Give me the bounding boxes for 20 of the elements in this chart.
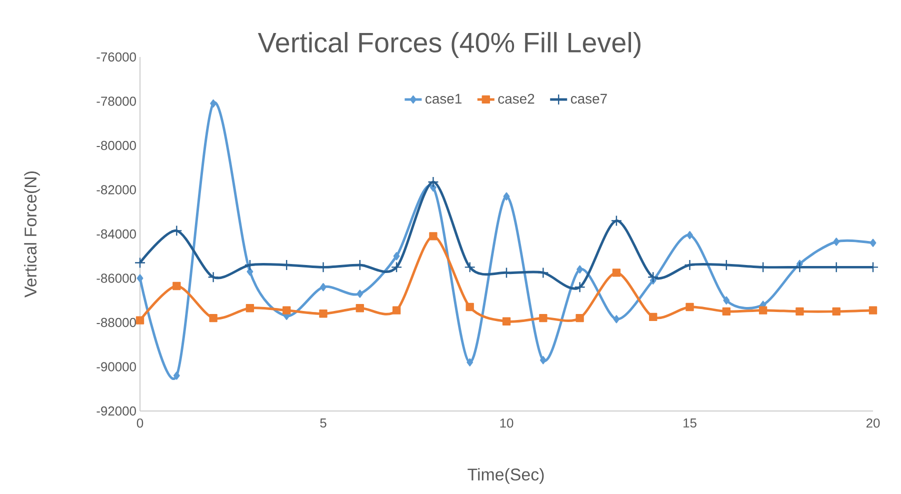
y-tick-label: -88000 <box>96 318 136 328</box>
chart-title: Vertical Forces (40% Fill Level) <box>258 32 640 58</box>
y-tick-label: -82000 <box>96 185 136 194</box>
y-tick-label: -90000 <box>96 362 136 372</box>
legend-label: case7 <box>570 94 607 104</box>
x-tick-label: 15 <box>684 418 696 428</box>
y-axis-title: Vertical Force(N) <box>24 172 40 298</box>
y-tick-label: -84000 <box>96 229 136 239</box>
x-tick-label: 20 <box>866 418 880 428</box>
x-axis-title: Time(Sec) <box>468 468 544 484</box>
legend-label: case2 <box>498 94 534 104</box>
y-tick-label: -80000 <box>96 140 136 150</box>
y-tick-label: -76000 <box>96 52 136 62</box>
x-tick-label: 10 <box>500 418 514 428</box>
y-tick-label: -78000 <box>96 96 136 106</box>
y-tick-label: -86000 <box>96 274 136 283</box>
legend-label: case1 <box>426 94 462 104</box>
x-tick-label: 0 <box>136 418 144 428</box>
y-tick-label: -92000 <box>96 406 136 416</box>
x-tick-label: 5 <box>320 418 326 428</box>
